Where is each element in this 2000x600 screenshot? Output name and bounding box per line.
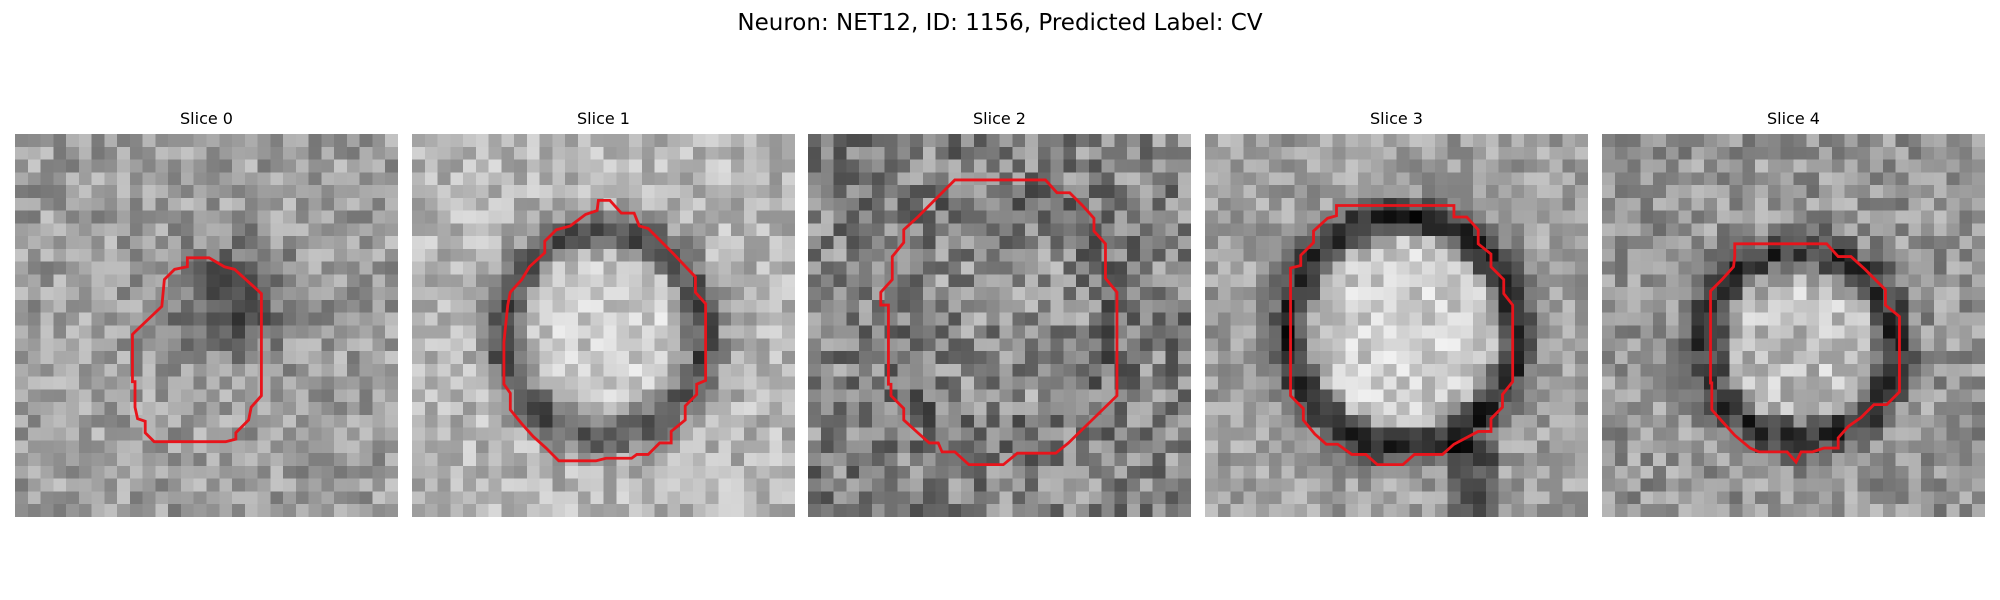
- slice-image-3: [1205, 134, 1588, 517]
- slice-pixels-0: [15, 134, 398, 517]
- roi-outline-3: [1289, 204, 1515, 467]
- slice-title: Slice 1: [577, 109, 630, 128]
- figure-title: Neuron: NET12, ID: 1156, Predicted Label…: [737, 10, 1263, 36]
- slice-title: Slice 4: [1767, 109, 1820, 128]
- roi-outline-1: [502, 198, 708, 463]
- slice-pixels-1: [412, 134, 795, 517]
- slice-image-0: [15, 134, 398, 517]
- slice-image-4: [1602, 134, 1985, 517]
- slice-title: Slice 2: [973, 109, 1026, 128]
- slice-pixels-2: [808, 134, 1191, 517]
- roi-outline-4: [1709, 242, 1901, 465]
- slice-image-1: [412, 134, 795, 517]
- slice-title: Slice 0: [180, 109, 233, 128]
- slice-panel-3: Slice 3: [1205, 108, 1588, 518]
- slice-pixels-3: [1205, 134, 1588, 517]
- slice-panel-4: Slice 4: [1602, 108, 1985, 518]
- slice-panel-2: Slice 2: [808, 108, 1191, 518]
- slice-image-2: [808, 134, 1191, 517]
- slice-panel-0: Slice 0: [15, 108, 398, 518]
- roi-outline-2: [879, 178, 1119, 467]
- slice-panel-1: Slice 1: [412, 108, 795, 518]
- roi-outline-0: [131, 256, 263, 444]
- slice-title: Slice 3: [1370, 109, 1423, 128]
